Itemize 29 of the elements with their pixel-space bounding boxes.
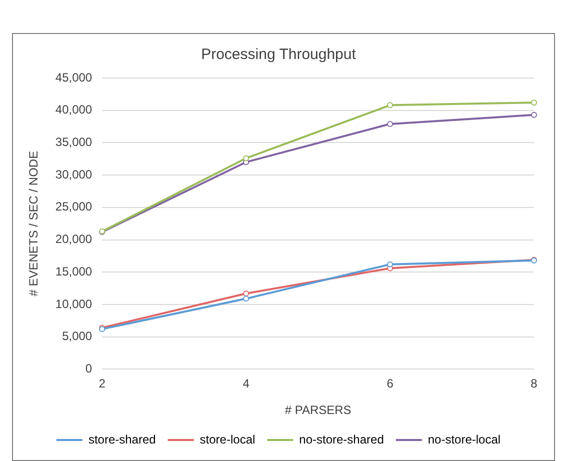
y-tick-label: 30,000 <box>55 167 92 182</box>
legend-label: no-store-local <box>428 432 501 446</box>
legend-label: no-store-shared <box>299 432 384 446</box>
legend-label: store-shared <box>88 432 156 446</box>
x-axis-title: # PARSERS <box>284 403 352 418</box>
y-axis-title: # EVENETS / SEC / NODE <box>26 150 41 296</box>
y-tick-label: 45,000 <box>55 70 92 84</box>
y-tick-label: 5,000 <box>62 329 92 344</box>
y-tick-label: 10,000 <box>55 296 92 311</box>
chart-title: Processing Throughput <box>201 46 357 64</box>
point <box>531 112 537 118</box>
point <box>243 290 250 296</box>
y-tick-label: 0 <box>85 362 92 376</box>
point <box>387 120 394 127</box>
y-tick-label: 25,000 <box>55 200 92 214</box>
y-tick-label: 35,000 <box>55 135 92 150</box>
x-tick-label: 4 <box>242 376 250 391</box>
legend-label: store-local <box>200 432 256 446</box>
point <box>387 102 394 108</box>
y-tick-label: 15,000 <box>55 264 92 278</box>
x-tick-label: 8 <box>530 376 538 391</box>
y-tick-label: 40,000 <box>55 102 92 117</box>
x-tick-label: 6 <box>386 376 394 391</box>
point <box>387 261 394 268</box>
x-tick-label: 2 <box>98 376 106 391</box>
point <box>531 100 537 106</box>
point <box>243 296 250 302</box>
point <box>243 155 250 162</box>
y-tick-label: 20,000 <box>55 232 92 246</box>
